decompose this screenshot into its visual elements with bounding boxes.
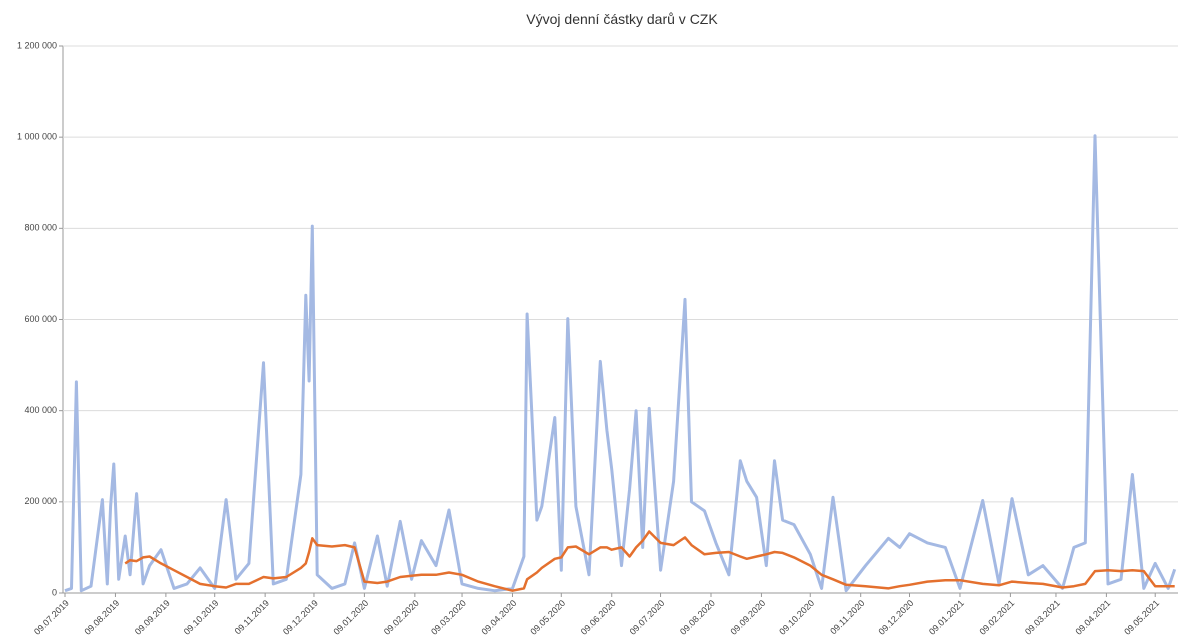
y-tick-label: 0 xyxy=(52,587,57,597)
x-tick-label: 09.02.2021 xyxy=(977,598,1016,637)
series-line xyxy=(124,530,1175,592)
x-tick-label: 09.11.2019 xyxy=(233,598,271,636)
x-tick-label: 09.03.2021 xyxy=(1023,598,1062,637)
y-tick-label: 1 000 000 xyxy=(17,132,57,142)
x-tick-label: 09.07.2019 xyxy=(32,598,71,637)
chart-title: Vývoj denní částky darů v CZK xyxy=(526,11,718,27)
x-tick-label: 09.04.2021 xyxy=(1073,598,1112,637)
x-tick-label: 09.03.2020 xyxy=(429,598,468,637)
x-tick-label: 09.08.2019 xyxy=(82,598,121,637)
y-tick-label: 800 000 xyxy=(24,223,57,233)
x-tick-label: 09.02.2020 xyxy=(382,598,421,637)
x-tick-label: 09.12.2020 xyxy=(877,598,916,637)
x-tick-label: 09.05.2021 xyxy=(1122,598,1161,637)
x-tick-label: 09.09.2019 xyxy=(133,598,172,637)
x-tick-label: 09.12.2019 xyxy=(281,598,320,637)
x-tick-label: 09.06.2020 xyxy=(579,598,618,637)
y-tick-label: 600 000 xyxy=(24,314,57,324)
x-tick-label: 09.07.2020 xyxy=(628,598,667,637)
x-tick-label: 09.10.2020 xyxy=(777,598,816,637)
y-tick-label: 1 200 000 xyxy=(17,40,57,50)
x-tick-label: 09.05.2020 xyxy=(528,598,567,637)
y-tick-label: 200 000 xyxy=(24,496,57,506)
x-tick-label: 09.08.2020 xyxy=(678,598,717,637)
x-tick-label: 09.01.2021 xyxy=(927,598,966,637)
x-tick-label: 09.01.2020 xyxy=(331,598,370,637)
x-tick-label: 09.09.2020 xyxy=(728,598,767,637)
y-tick-label: 400 000 xyxy=(24,405,57,415)
x-tick-label: 09.10.2019 xyxy=(182,598,221,637)
series-line xyxy=(64,134,1177,593)
x-tick-label: 09.04.2020 xyxy=(479,598,518,637)
x-tick-label: 09.11.2020 xyxy=(828,598,866,636)
